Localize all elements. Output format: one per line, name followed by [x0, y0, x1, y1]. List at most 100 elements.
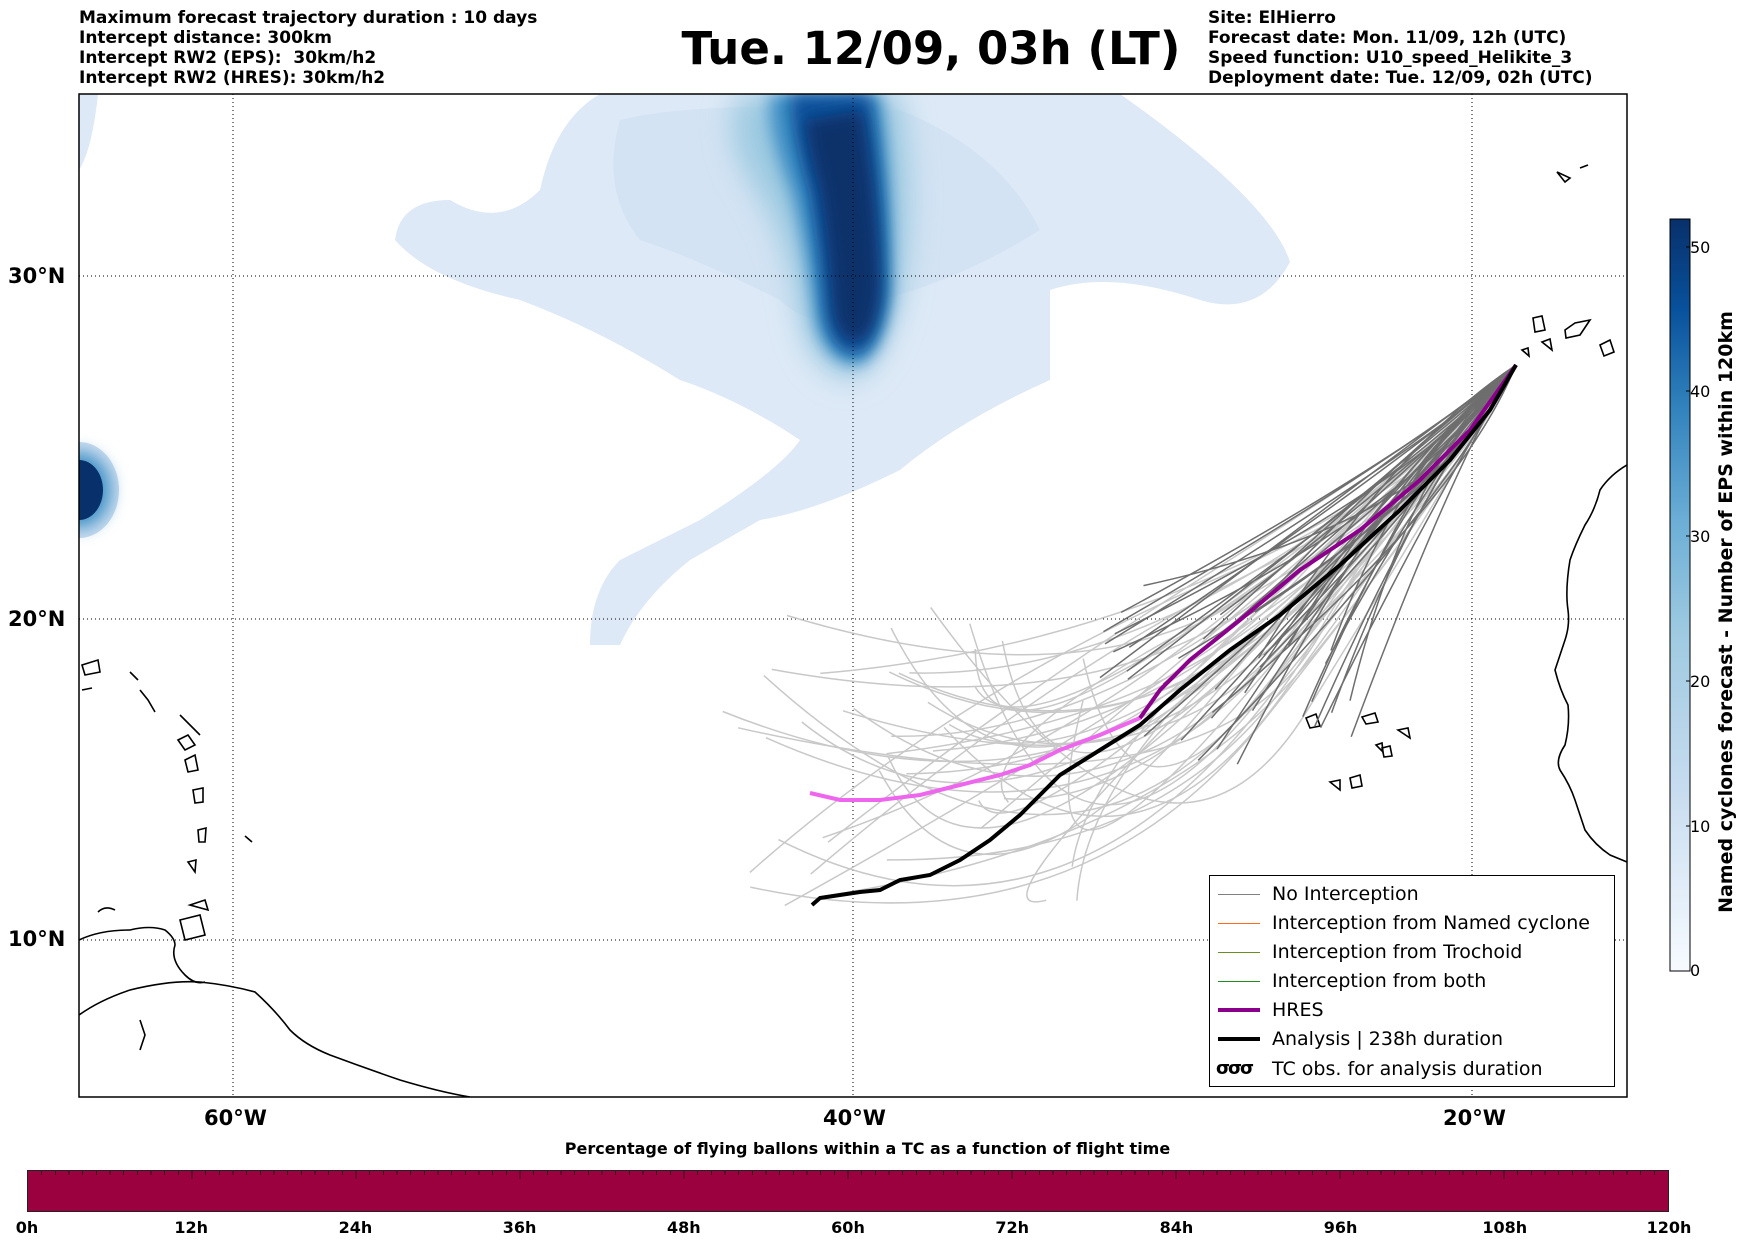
lat-label-20n: 20°N [8, 607, 66, 631]
info-line: Intercept distance: 300km [79, 28, 332, 48]
coast-canary-2 [1564, 318, 1592, 339]
coast-canary-4 [1540, 337, 1554, 352]
coast-cape-verde-1 [1360, 712, 1380, 725]
colorbar-tick-label: 20 [1690, 672, 1711, 691]
legend-swatch [1218, 923, 1260, 924]
analysis-trajectory [810, 363, 1518, 907]
coast-cape-verde-7 [1304, 712, 1322, 729]
time-label: 84h [1159, 1218, 1194, 1237]
info-line: Speed function: U10_speed_Helikite_3 [1208, 48, 1573, 68]
coast-antilles-3 [197, 826, 207, 843]
legend-swatch [1218, 894, 1260, 895]
coast-canary-5 [1520, 346, 1531, 358]
ensemble-trajectory [1120, 364, 1517, 613]
coast-antilles-6 [244, 835, 253, 843]
legend-label: Interception from Trochoid [1272, 941, 1523, 963]
info-line: Site: ElHierro [1208, 8, 1336, 28]
coast-cape-verde-3 [1349, 773, 1363, 789]
coast-antilles-1 [184, 753, 199, 773]
colorbar-tick-label: 0 [1690, 961, 1701, 980]
coast-caribbean [79, 926, 206, 984]
legend-label: TC obs. for analysis duration [1272, 1058, 1543, 1080]
info-line: Maximum forecast trajectory duration : 1… [79, 8, 538, 28]
legend-item-no-interception: No Interception [1210, 880, 1614, 909]
ensemble-trajectory [1287, 364, 1517, 647]
header-info-right: Site: ElHierro Forecast date: Mon. 11/09… [1208, 8, 1593, 88]
ensemble-trajectory [1126, 364, 1517, 672]
legend-label: Analysis | 238h duration [1272, 1028, 1504, 1050]
colorbar-tick-label: 30 [1690, 527, 1711, 546]
coast-canary-1 [1532, 315, 1546, 333]
time-label: 60h [831, 1218, 865, 1237]
map-frame [78, 93, 1628, 1098]
time-label: 96h [1323, 1218, 1358, 1237]
colorbar-tick-label: 40 [1690, 382, 1711, 401]
time-label: 12h [174, 1218, 209, 1237]
legend-label: Interception from both [1272, 970, 1487, 992]
header-info-left: Maximum forecast trajectory duration : 1… [79, 8, 537, 88]
legend-label: HRES [1272, 999, 1324, 1021]
info-line: Deployment date: Tue. 12/09, 02h (UTC) [1208, 68, 1593, 88]
coastlines [79, 164, 1627, 1097]
legend-swatch [1218, 952, 1260, 953]
coast-antilles-8 [129, 671, 139, 681]
coast-antilles-9 [139, 689, 156, 713]
coast-west-africa [1554, 464, 1627, 863]
colorbar-title: Named cyclones forecast - Number of EPS … [1715, 311, 1737, 913]
time-label: 36h [502, 1218, 537, 1237]
ensemble-trajectory [1211, 364, 1517, 713]
legend-swatch [1218, 981, 1260, 982]
time-label: 72h [995, 1218, 1030, 1237]
legend-item-named-cyclone: Interception from Named cyclone [1210, 909, 1614, 938]
lon-label-40w: 40°W [823, 1106, 886, 1130]
colorbar-ticks [1686, 246, 1690, 827]
coast-cape-verde-4 [1381, 745, 1393, 758]
time-label: 24h [338, 1218, 373, 1237]
ensemble-trajectory [1202, 364, 1517, 640]
coast-canary-3 [1599, 338, 1615, 358]
map-legend: No Interception Interception from Named … [1209, 875, 1615, 1087]
coast-cape-verde-5 [1395, 727, 1412, 740]
time-label: 120h [1646, 1218, 1692, 1237]
coast-trinidad [179, 914, 206, 941]
time-label: 108h [1482, 1218, 1528, 1237]
lat-label-30n: 30°N [8, 264, 66, 288]
coast-antilles-4 [186, 858, 197, 875]
colorbar-tick-label: 10 [1690, 817, 1711, 836]
legend-label: Interception from Named cyclone [1272, 912, 1590, 934]
colorbar-tick-label: 50 [1690, 238, 1711, 257]
lon-label-60w: 60°W [204, 1106, 267, 1130]
legend-item-hres: HRES [1210, 996, 1614, 1025]
cyclone-density-core [732, 94, 910, 380]
time-label: 0h [15, 1218, 39, 1237]
info-line: Forecast date: Mon. 11/09, 12h (UTC) [1208, 28, 1567, 48]
legend-item-trochoid: Interception from Trochoid [1210, 938, 1614, 967]
ensemble-trajectory [948, 364, 1517, 744]
legend-swatch [1218, 1037, 1260, 1041]
info-line: Intercept RW2 (EPS): 30km/h2 [79, 48, 377, 68]
tc-symbol-icon: σσσ [1216, 1058, 1254, 1079]
legend-swatch [1218, 1008, 1260, 1012]
time-bar-ticks [41, 1171, 1655, 1179]
lon-label-20w: 20°W [1443, 1106, 1506, 1130]
info-line: Intercept RW2 (HRES): 30km/h2 [79, 68, 386, 88]
time-percentage-bar [27, 1170, 1669, 1212]
colorbar [1669, 218, 1691, 972]
coast-antilles-10 [179, 714, 201, 736]
time-label: 48h [666, 1218, 701, 1237]
cyclone-density-nw [79, 94, 98, 170]
legend-label: No Interception [1272, 883, 1419, 905]
coast-antilles-11 [81, 687, 93, 691]
coast-antilles-5 [176, 733, 197, 752]
coast-madeira [1556, 171, 1572, 184]
coast-cape-verde-6 [1328, 779, 1341, 792]
legend-item-tc-obs: σσσ TC obs. for analysis duration [1210, 1055, 1614, 1084]
time-bar-title: Percentage of flying ballons within a TC… [564, 1139, 1171, 1158]
page-title: Tue. 12/09, 03h (LT) [681, 22, 1181, 75]
legend-item-analysis: Analysis | 238h duration [1210, 1025, 1614, 1054]
ensemble-trajectory [1143, 364, 1517, 737]
lat-label-10n: 10°N [8, 927, 66, 951]
hres-trajectory [1138, 363, 1518, 720]
ensemble-trajectory [1214, 364, 1517, 690]
